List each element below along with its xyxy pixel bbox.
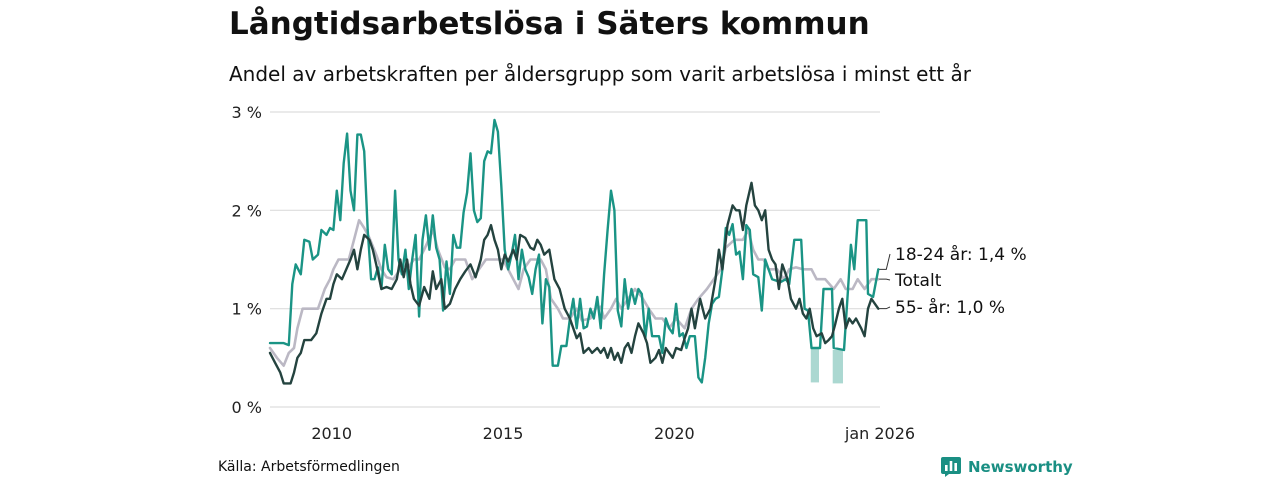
- uncertainty-bands: [810, 348, 843, 384]
- uncertainty-band: [810, 348, 819, 383]
- source-note: Källa: Arbetsförmedlingen: [218, 459, 400, 475]
- axis-labels: 0 % 1 % 2 % 3 % 2010 2015 2020 jan 2026: [232, 103, 916, 443]
- end-label: Totalt: [894, 271, 942, 291]
- chart-subtitle: Andel av arbetskraften per åldersgrupp s…: [229, 62, 971, 86]
- x-tick-label: 2020: [654, 424, 695, 443]
- y-tick-label: 2 %: [232, 201, 262, 220]
- y-tick-label: 3 %: [232, 103, 262, 122]
- x-tick-label: jan 2026: [844, 424, 915, 443]
- series-lines: [268, 118, 880, 385]
- series-line-total: [268, 218, 880, 367]
- end-label: 55- år: 1,0 %: [895, 297, 1005, 318]
- series-line-older: [268, 181, 880, 385]
- x-tick-label: 2015: [483, 424, 524, 443]
- brand-name: Newsworthy: [968, 458, 1073, 476]
- end-label-connector: [879, 278, 891, 281]
- y-tick-label: 0 %: [232, 398, 262, 417]
- end-label: 18-24 år: 1,4 %: [895, 244, 1027, 265]
- newsworthy-icon: [941, 457, 961, 477]
- uncertainty-band: [832, 349, 843, 384]
- chart-title: Långtidsarbetslösa i Säters kommun: [229, 6, 870, 42]
- newsworthy-logo[interactable]: Newsworthy: [940, 456, 1073, 478]
- y-tick-label: 1 %: [232, 300, 262, 319]
- x-tick-label: 2010: [311, 424, 352, 443]
- end-label-connector: [879, 306, 891, 310]
- end-labels: 18-24 år: 1,4 % Totalt 55- år: 1,0 %: [879, 244, 1027, 318]
- end-label-connector: [879, 253, 891, 270]
- gridlines: [270, 111, 880, 408]
